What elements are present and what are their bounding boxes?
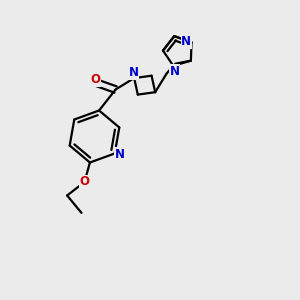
Text: O: O (91, 74, 100, 86)
Text: N: N (169, 65, 179, 78)
Text: N: N (129, 66, 139, 79)
Text: O: O (80, 176, 89, 188)
Text: N: N (115, 148, 124, 160)
Text: N: N (181, 35, 191, 48)
